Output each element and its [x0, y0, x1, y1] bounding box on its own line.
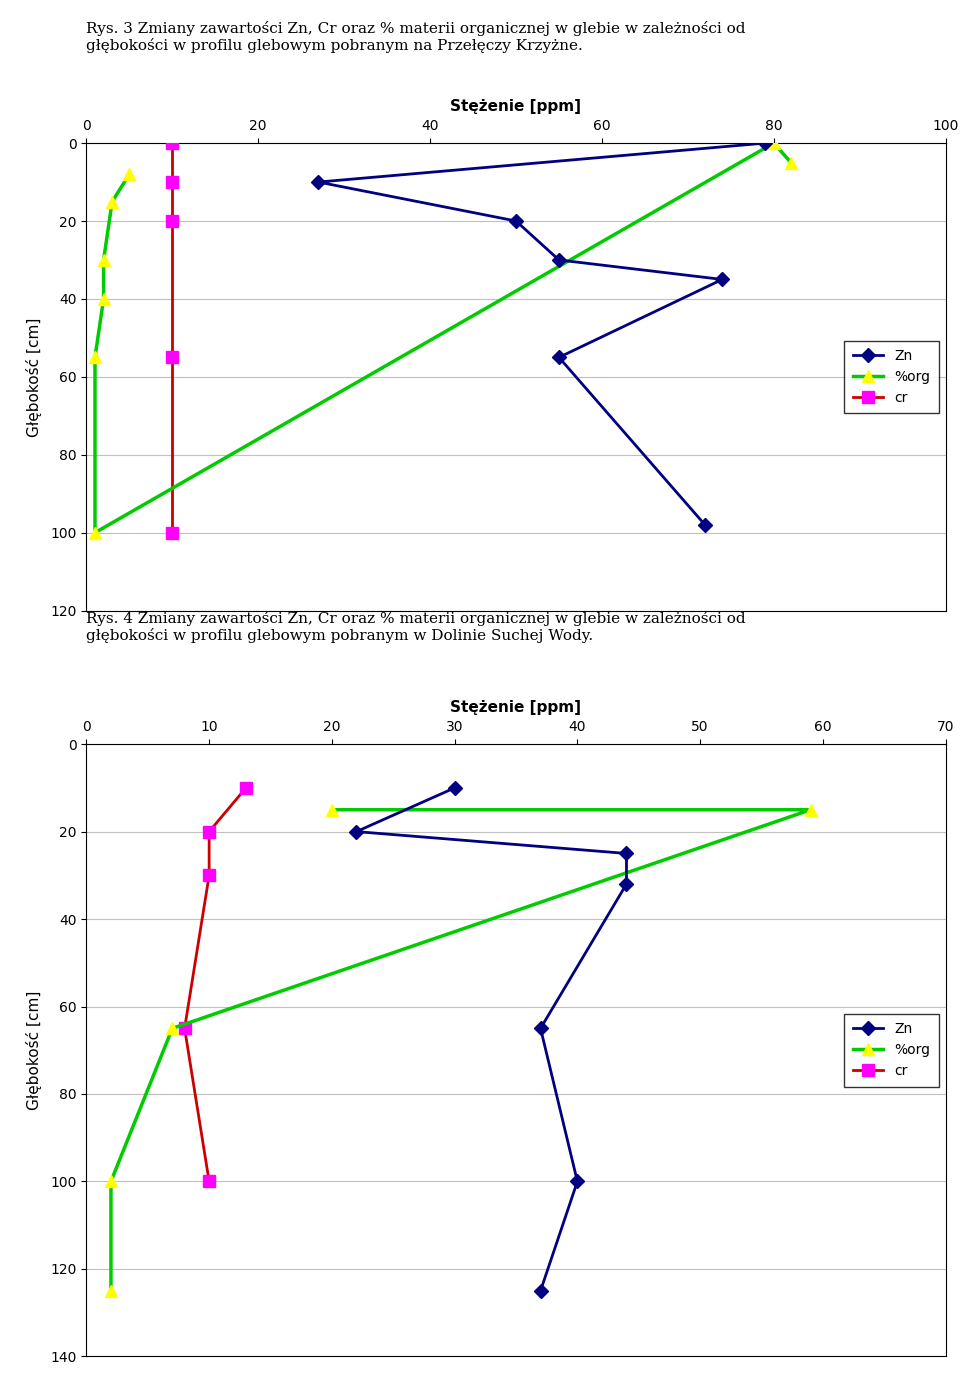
%org [98, 291, 109, 307]
cr [240, 779, 252, 796]
Zn [716, 271, 728, 288]
Text: Rys. 3 Zmiany zawartości Zn, Cr oraz % materii organicznej w glebie w zależności: Rys. 3 Zmiany zawartości Zn, Cr oraz % m… [86, 21, 746, 54]
Line: %org: %org [89, 138, 797, 538]
cr [204, 823, 215, 840]
Zn [535, 1282, 546, 1299]
Line: cr: cr [167, 138, 178, 538]
Line: cr: cr [179, 782, 252, 1187]
Zn [449, 779, 461, 796]
Zn [350, 823, 362, 840]
%org [124, 167, 135, 183]
%org [106, 1282, 117, 1299]
Y-axis label: Głębokość [cm]: Głębokość [cm] [26, 317, 42, 437]
Line: Zn: Zn [351, 784, 632, 1296]
cr [204, 868, 215, 884]
X-axis label: Stężenie [ppm]: Stężenie [ppm] [450, 99, 582, 114]
Line: Zn: Zn [314, 138, 770, 530]
Zn [511, 212, 522, 229]
Zn [553, 252, 564, 269]
%org [98, 252, 109, 269]
Legend: Zn, %org, cr: Zn, %org, cr [845, 1013, 939, 1086]
Zn [699, 516, 710, 533]
%org [106, 1173, 117, 1190]
cr [167, 135, 179, 151]
Text: Rys. 4 Zmiany zawartości Zn, Cr oraz % materii organicznej w glebie w zależności: Rys. 4 Zmiany zawartości Zn, Cr oraz % m… [86, 610, 746, 643]
%org [785, 154, 797, 171]
Zn [553, 350, 564, 366]
%org [107, 193, 118, 209]
cr [167, 212, 179, 229]
Y-axis label: Głębokość [cm]: Głębokość [cm] [26, 990, 42, 1110]
X-axis label: Stężenie [ppm]: Stężenie [ppm] [450, 700, 582, 715]
Zn [621, 876, 633, 892]
%org [326, 801, 338, 818]
Line: %org: %org [106, 804, 816, 1296]
cr [167, 350, 179, 366]
%org [804, 801, 816, 818]
Zn [535, 1020, 546, 1037]
cr [167, 525, 179, 541]
cr [204, 1173, 215, 1190]
Zn [313, 174, 324, 190]
cr [167, 174, 179, 190]
%org [768, 135, 780, 151]
cr [179, 1020, 190, 1037]
Zn [621, 845, 633, 862]
Legend: Zn, %org, cr: Zn, %org, cr [845, 340, 939, 413]
%org [167, 1020, 179, 1037]
%org [89, 525, 101, 541]
Zn [759, 135, 771, 151]
%org [89, 350, 101, 366]
Zn [571, 1173, 583, 1190]
